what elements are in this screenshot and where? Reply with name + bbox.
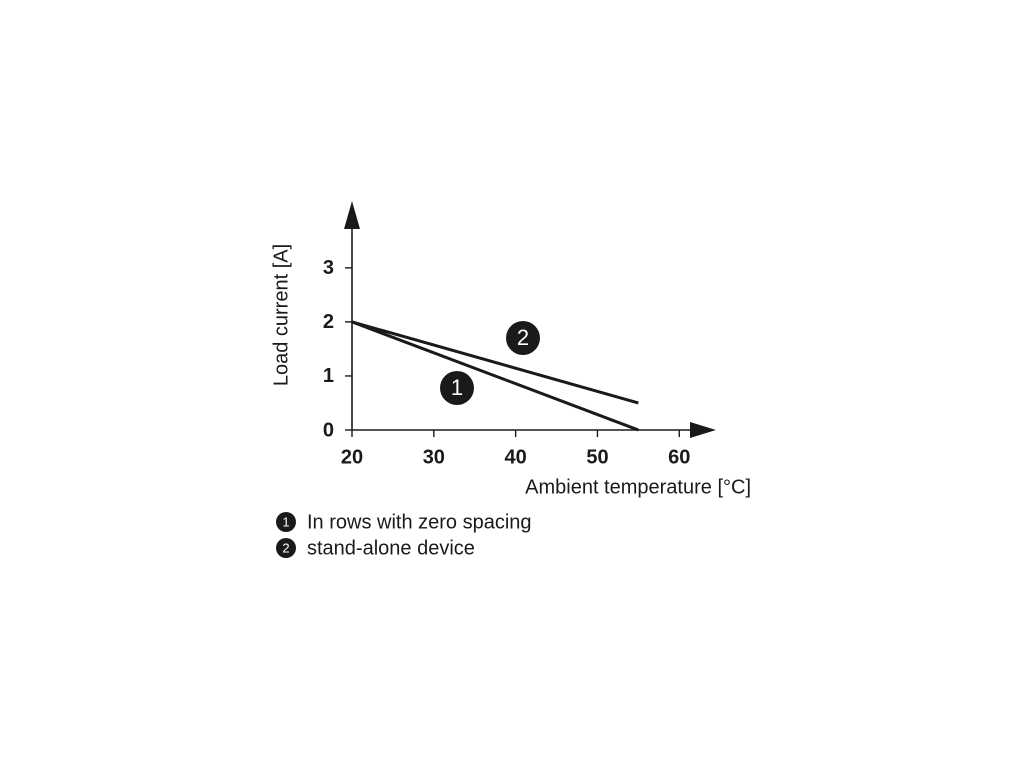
legend-entry: In rows with zero spacing xyxy=(307,511,532,533)
y-axis-label: Load current [A] xyxy=(270,244,292,386)
x-tick-label: 50 xyxy=(586,446,608,468)
legend-badge xyxy=(276,538,296,558)
series-badge-label: 2 xyxy=(517,325,529,350)
x-tick-label: 20 xyxy=(341,446,363,468)
series-badge-label: 1 xyxy=(451,375,463,400)
legend-badge-label: 2 xyxy=(282,540,289,555)
x-tick-label: 30 xyxy=(423,446,445,468)
series-badge xyxy=(440,371,474,405)
legend-badge-label: 1 xyxy=(282,514,289,529)
series-line xyxy=(351,320,639,432)
x-axis-label: Ambient temperature [°C] xyxy=(525,476,751,498)
x-tick-label: 40 xyxy=(505,446,527,468)
y-tick-label: 1 xyxy=(323,365,334,387)
x-tick-label: 60 xyxy=(668,446,690,468)
x-axis-arrow xyxy=(690,422,716,438)
y-axis-arrow xyxy=(344,201,360,229)
y-tick-label: 2 xyxy=(323,311,334,333)
series-badge xyxy=(506,321,540,355)
legend-entry: stand-alone device xyxy=(307,537,475,559)
series-line xyxy=(351,320,639,405)
legend-badge xyxy=(276,512,296,532)
y-tick-label: 0 xyxy=(323,419,334,441)
y-tick-label: 3 xyxy=(323,257,334,279)
